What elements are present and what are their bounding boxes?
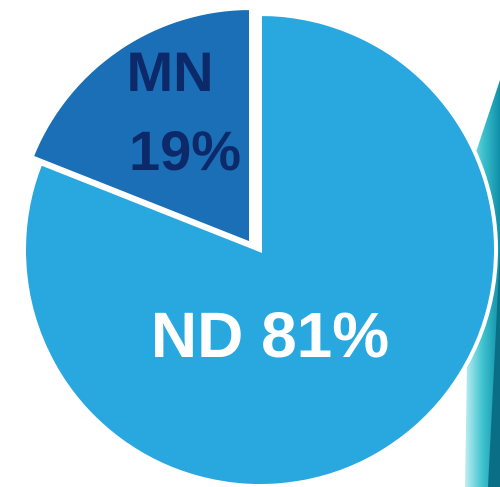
slice-name: MN	[126, 40, 213, 103]
pie-slice	[22, 11, 498, 487]
background-decoration	[488, 250, 500, 487]
slice-space	[243, 299, 261, 371]
pie-slice	[28, 5, 253, 247]
slice-value: 81%	[261, 299, 389, 371]
slice-label: ND 81%	[151, 299, 389, 371]
slice-name: ND	[151, 299, 243, 371]
slice-value: 19%	[129, 119, 241, 182]
